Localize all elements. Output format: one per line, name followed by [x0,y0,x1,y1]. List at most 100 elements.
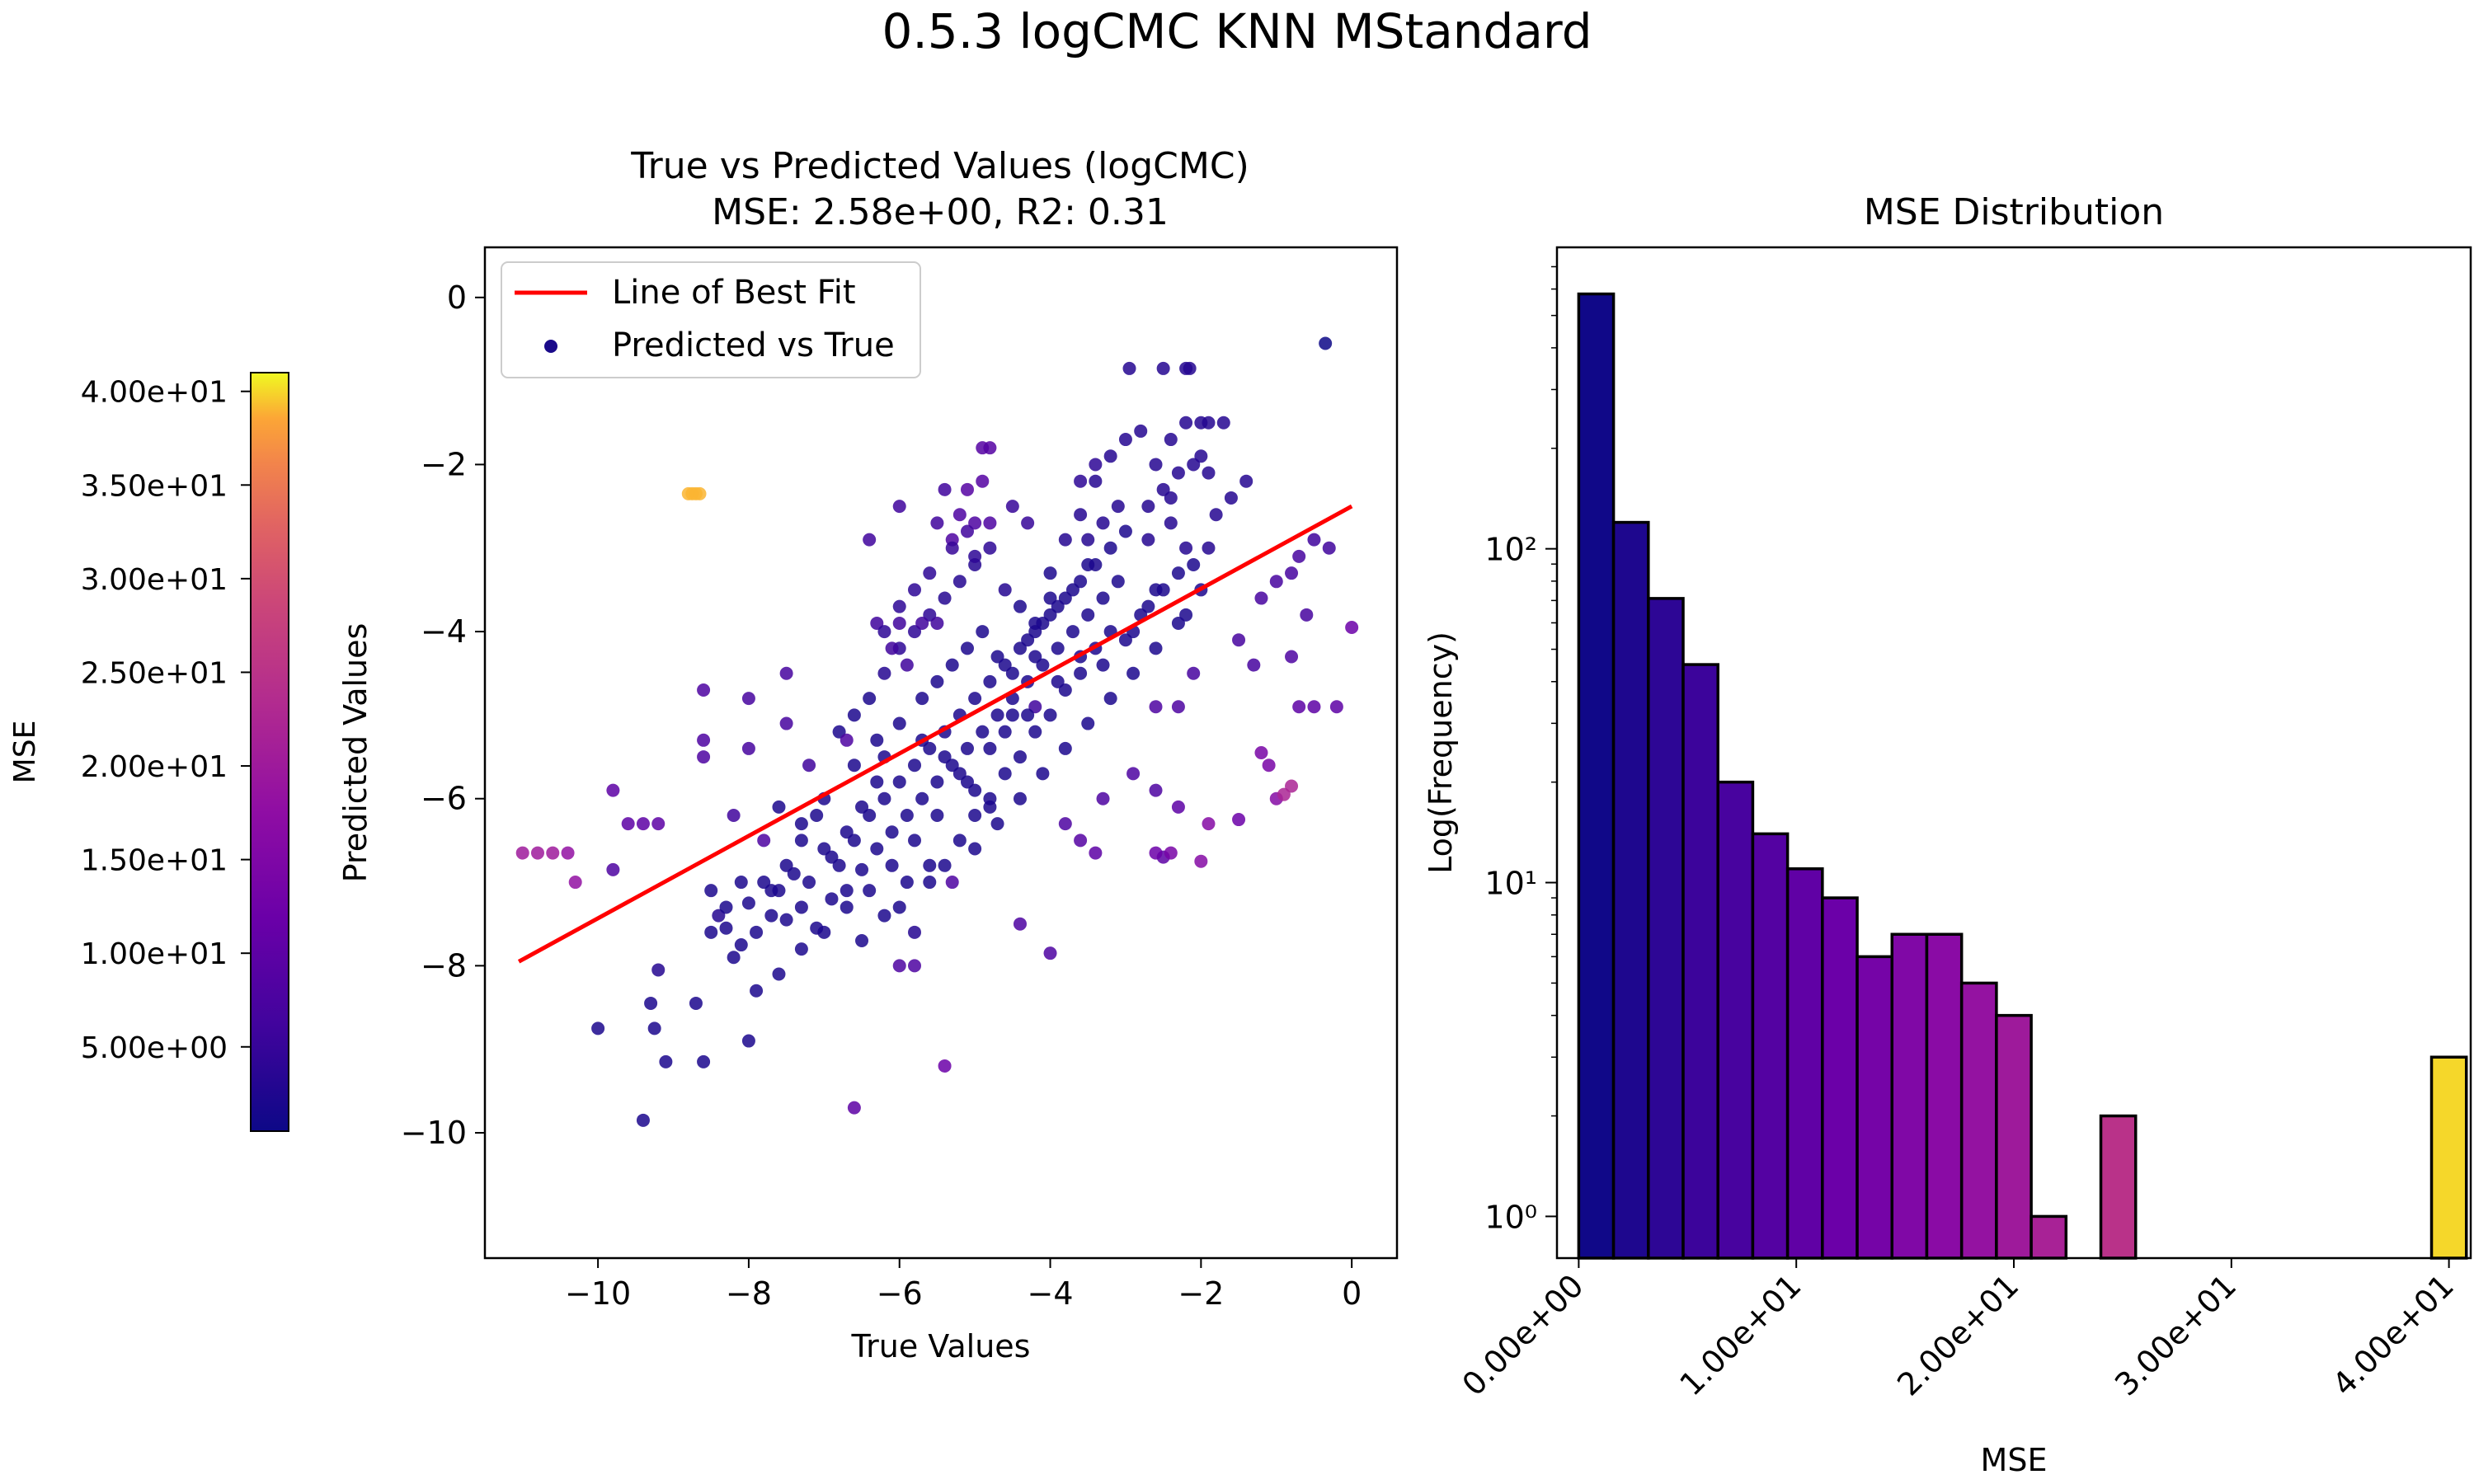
scatter-ytick-label: −10 [401,1115,467,1151]
legend-entry-points: Predicted vs True [612,326,895,364]
scatter-point [990,817,1004,831]
scatter-point [659,1054,673,1068]
hist-title: MSE Distribution [1864,191,2164,233]
scatter-point [1216,416,1230,430]
scatter-point [741,741,755,755]
scatter-point [1171,566,1185,580]
scatter-point [1074,666,1088,680]
scatter-point [802,876,816,890]
scatter-point [689,996,703,1010]
hist-bar [1890,932,1929,1260]
scatter-point [1322,541,1336,555]
scatter-point [983,541,997,555]
scatter-ytick-label: −6 [421,781,467,817]
scatter-point [1149,641,1163,655]
scatter-point [1074,508,1088,522]
colorbar-tick-label: 1.00e+01 [81,937,228,971]
scatter-ytick-label: −4 [421,613,467,650]
scatter-point [908,625,922,639]
scatter-point [983,741,997,755]
scatter-point [908,583,922,597]
scatter-point [855,933,869,947]
scatter-point [892,616,906,630]
scatter-point [561,846,575,860]
scatter-point [983,800,997,814]
scatter-point [636,817,650,831]
scatter-point [1013,641,1027,655]
scatter-ytick-label: −8 [421,947,467,984]
hist-xtick-label: 1.00e+01 [1672,1267,1808,1402]
hist-ytick-label: 10² [1484,532,1537,568]
scatter-point [1051,599,1065,613]
scatter-point [1005,500,1019,514]
scatter-point [908,959,922,973]
scatter-point [900,808,914,822]
scatter-point [968,842,982,856]
scatter-point [877,625,891,639]
scatter-point [976,725,990,739]
scatter-point [1319,336,1333,350]
scatter-point [847,834,861,848]
scatter-point [1013,750,1027,764]
scatter-point [930,775,944,789]
hist-bar [1925,932,1964,1260]
scatter-point [870,616,884,630]
scatter-point [840,900,854,914]
scatter-point [885,641,899,655]
scatter-point [840,733,854,747]
scatter-point [863,884,877,898]
scatter-point [1043,566,1057,580]
scatter-point [1005,666,1019,680]
scatter-point [1187,558,1201,572]
scatter-point [1164,491,1178,505]
scatter-point [697,1054,711,1068]
scatter-point [952,834,967,848]
scatter-point [1171,700,1185,714]
scatter-point [1096,591,1110,605]
scatter-point [908,758,922,773]
scatter-point [1118,524,1132,538]
scatter-point [734,876,748,890]
scatter-point [825,892,839,906]
scatter-frame [483,246,1399,1260]
scatter-point [1202,541,1216,555]
scatter-point [900,876,914,890]
legend-dot-swatch [544,340,557,353]
scatter-point [938,1059,952,1073]
scatter-point [1164,433,1178,447]
scatter-xtick-label: −4 [1028,1275,1074,1312]
scatter-point [1239,474,1253,488]
scatter-point [1013,917,1027,931]
scatter-point [923,858,937,872]
hist-bar [1647,597,1685,1260]
scatter-point [1021,633,1035,647]
scatter-point [1081,716,1095,730]
scatter-point [794,942,808,956]
scatter-point [1171,616,1185,630]
scatter-point [923,566,937,580]
hist-bar [1995,1013,2033,1260]
scatter-point [998,658,1012,672]
scatter-point [960,524,974,538]
scatter-point [998,767,1012,781]
scatter-point [1254,746,1268,759]
scatter-point [1103,449,1117,463]
hist-bar [1611,520,1650,1260]
scatter-point [1111,500,1125,514]
hist-ytick-label: 10¹ [1484,866,1537,902]
scatter-point [983,441,997,455]
scatter-point [968,808,982,822]
scatter-point [546,846,560,860]
hist-ylabel: Log(Frequency) [1423,632,1459,874]
scatter-point [764,884,778,898]
scatter-point [1247,658,1261,672]
scatter-point [741,692,755,706]
scatter-point [697,750,711,764]
colorbar-gradient [250,372,289,1132]
hist-xlabel: MSE [1981,1442,2048,1478]
scatter-point [693,486,707,500]
hist-bar [1716,780,1755,1260]
scatter-point [923,876,937,890]
figure-suptitle: 0.5.3 logCMC KNN MStandard [882,3,1592,59]
hist-bar [2099,1114,2138,1260]
